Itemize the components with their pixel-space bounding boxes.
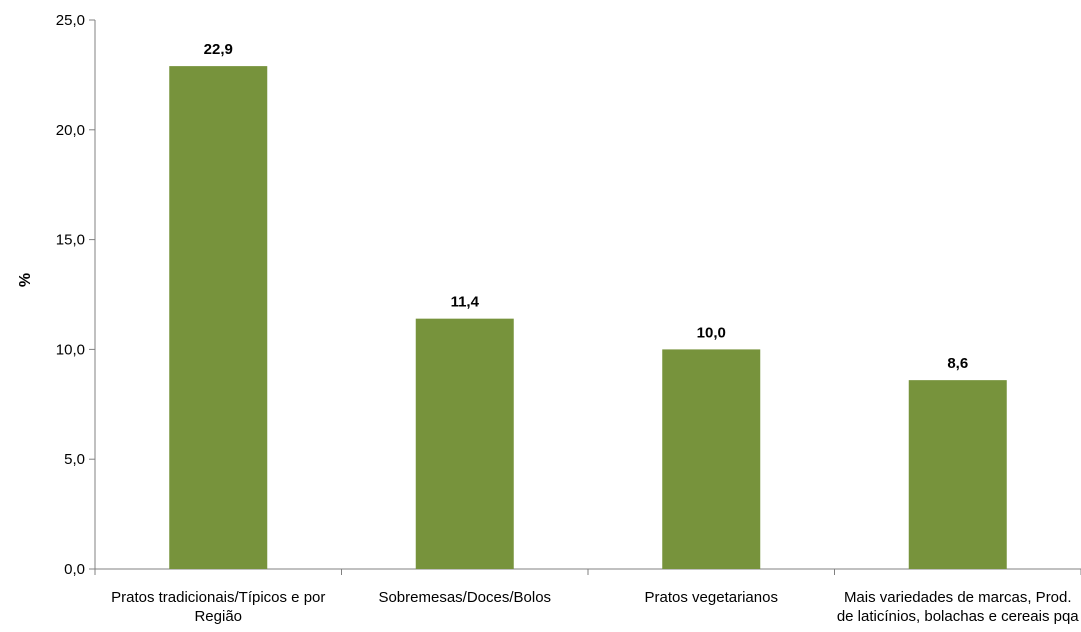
bar [169,66,268,569]
y-ticks: 0,0 5,0 10,0 15,0 20,0 25,0 [56,12,95,578]
x-category-label: Mais variedades de marcas, Prod. de latic… [837,589,1079,625]
x-category-label: Pratos tradicionais/Típicos e por Região [111,589,325,625]
y-tick-label: 0,0 [64,561,85,578]
bar-value-label: 11,4 [451,294,480,311]
y-tick-label: 15,0 [56,232,85,249]
y-tick-label: 5,0 [64,451,85,468]
bar-value-label: 10,0 [697,324,726,341]
y-axis-title: % [17,273,34,287]
y-tick-label: 10,0 [56,341,85,358]
y-tick-label: 20,0 [56,122,85,139]
y-tick-label: 25,0 [56,12,85,29]
bar [908,380,1007,569]
bar [415,318,514,569]
bar-value-label: 22,9 [204,41,233,58]
bar-value-label: 8,6 [947,355,968,372]
bars: 22,9 11,4 10,0 8,6 [169,41,1007,569]
bar [662,349,761,569]
x-tick-labels: Pratos tradicionais/Típicos e por Região S… [94,569,1081,625]
x-category-label: Pratos vegetarianos [645,589,778,606]
x-category-label: Sobremesas/Doces/Bolos [378,589,551,606]
